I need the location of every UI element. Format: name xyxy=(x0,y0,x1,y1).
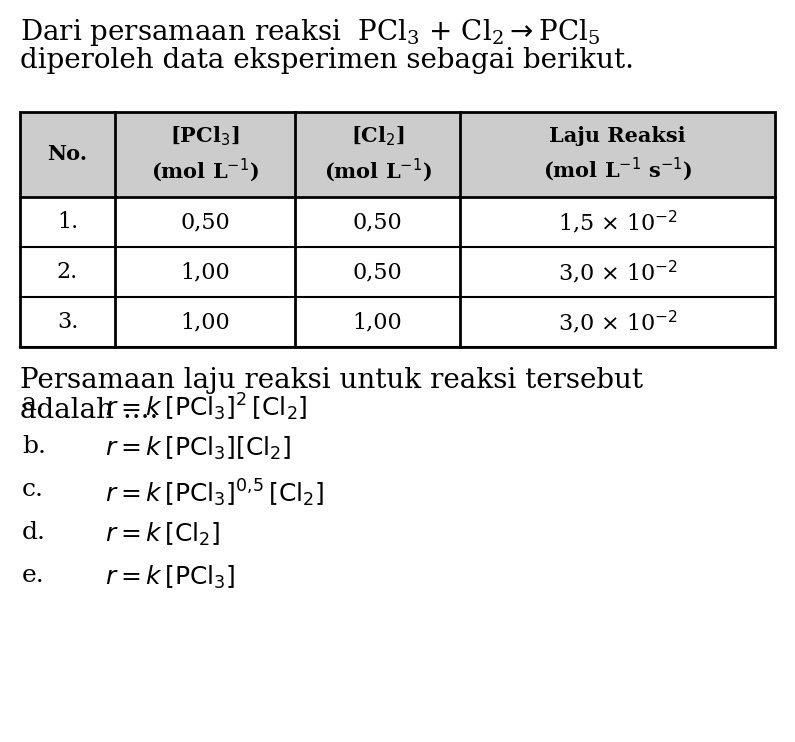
Text: 3,0 $\times$ 10$^{-2}$: 3,0 $\times$ 10$^{-2}$ xyxy=(557,258,677,286)
Text: 2.: 2. xyxy=(57,261,78,283)
Text: 1,5 $\times$ 10$^{-2}$: 1,5 $\times$ 10$^{-2}$ xyxy=(557,209,677,236)
Text: e.: e. xyxy=(22,564,45,587)
Text: [Cl$_2$]
(mol L$^{-1}$): [Cl$_2$] (mol L$^{-1}$) xyxy=(324,125,432,185)
Text: $r = k\,[\mathrm{PCl_3}][\mathrm{Cl_2}]$: $r = k\,[\mathrm{PCl_3}][\mathrm{Cl_2}]$ xyxy=(105,435,292,462)
Text: 1.: 1. xyxy=(57,211,78,233)
Bar xyxy=(20,112,115,197)
Text: 3.: 3. xyxy=(56,311,78,333)
Text: 0,50: 0,50 xyxy=(180,211,230,233)
Text: b.: b. xyxy=(22,435,46,458)
Text: d.: d. xyxy=(22,521,46,544)
Text: 1,00: 1,00 xyxy=(180,311,230,333)
Bar xyxy=(20,112,775,347)
Text: adalah ....: adalah .... xyxy=(20,397,158,424)
Text: 1,00: 1,00 xyxy=(180,261,230,283)
Text: $r = k\,[\mathrm{PCl_3}]$: $r = k\,[\mathrm{PCl_3}]$ xyxy=(105,564,235,591)
Text: Dari persamaan reaksi  $\mathregular{PCl_3}$ $+$ $\mathregular{Cl_2}$$\rightarro: Dari persamaan reaksi $\mathregular{PCl_… xyxy=(20,17,600,48)
Text: 0,50: 0,50 xyxy=(353,261,402,283)
Text: diperoleh data eksperimen sebagai berikut.: diperoleh data eksperimen sebagai beriku… xyxy=(20,47,634,74)
Text: 1,00: 1,00 xyxy=(353,311,402,333)
Text: a.: a. xyxy=(22,392,45,415)
Text: Persamaan laju reaksi untuk reaksi tersebut: Persamaan laju reaksi untuk reaksi terse… xyxy=(20,367,643,394)
Text: 3,0 $\times$ 10$^{-2}$: 3,0 $\times$ 10$^{-2}$ xyxy=(557,309,677,335)
Bar xyxy=(20,112,775,197)
Text: 0,50: 0,50 xyxy=(353,211,402,233)
Text: $r = k\,[\mathrm{Cl_2}]$: $r = k\,[\mathrm{Cl_2}]$ xyxy=(105,521,220,548)
Text: $r = k\,[\mathrm{PCl_3}]^{0{,}5}\,[\mathrm{Cl_2}]$: $r = k\,[\mathrm{PCl_3}]^{0{,}5}\,[\math… xyxy=(105,478,324,510)
Text: c.: c. xyxy=(22,478,44,501)
Text: [PCl$_3$]
(mol L$^{-1}$): [PCl$_3$] (mol L$^{-1}$) xyxy=(151,125,259,185)
Text: $r = k\,[\mathrm{PCl_3}]^2\,[\mathrm{Cl_2}]$: $r = k\,[\mathrm{PCl_3}]^2\,[\mathrm{Cl_… xyxy=(105,392,308,424)
Text: Laju Reaksi
(mol L$^{-1}$ s$^{-1}$): Laju Reaksi (mol L$^{-1}$ s$^{-1}$) xyxy=(543,126,692,183)
Text: No.: No. xyxy=(48,145,87,165)
